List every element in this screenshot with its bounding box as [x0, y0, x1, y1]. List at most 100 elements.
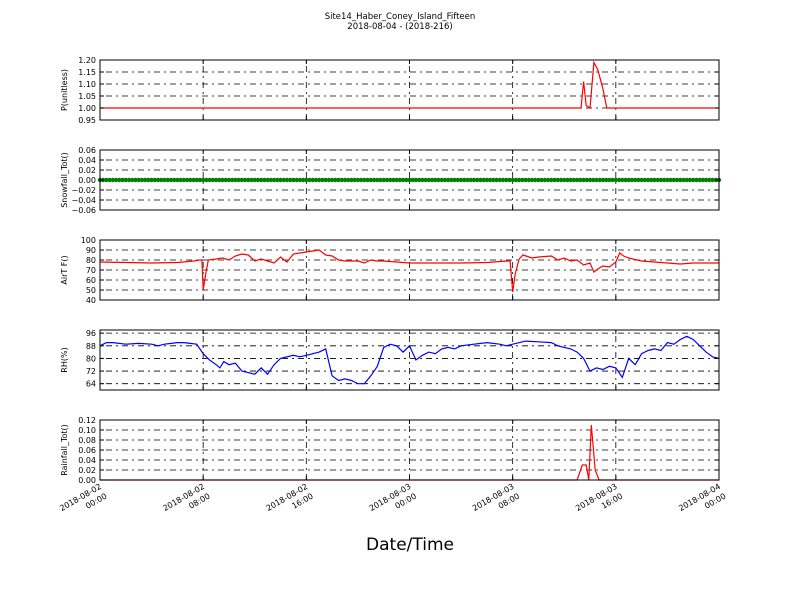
series-point	[645, 177, 651, 183]
series-point	[371, 177, 377, 183]
series-point	[697, 177, 702, 183]
series-point	[449, 177, 454, 183]
y-tick-label: 0.02	[78, 166, 96, 175]
y-tick-label: 96	[86, 329, 96, 338]
y-tick-label: 50	[86, 286, 96, 295]
series-point	[262, 177, 267, 183]
series-point	[326, 177, 332, 183]
series-point	[703, 177, 709, 183]
series-point	[113, 177, 119, 183]
series-point	[358, 177, 364, 183]
series-point	[710, 177, 715, 183]
series-point	[439, 177, 444, 183]
series-point	[423, 177, 428, 183]
series-point	[487, 177, 493, 183]
y-tick-label: 70	[86, 266, 96, 275]
series-point	[142, 177, 148, 183]
series-point	[233, 177, 238, 183]
series-point	[387, 177, 393, 183]
series-point	[226, 177, 232, 183]
series-point	[259, 177, 264, 183]
series-point	[458, 177, 464, 183]
series-point	[442, 177, 448, 183]
y-tick-label: 1.00	[78, 104, 96, 113]
series-point	[536, 177, 541, 183]
series-point	[239, 177, 245, 183]
series-point	[626, 177, 631, 183]
series-point	[349, 177, 354, 183]
y-axis-label: AirT F()	[60, 255, 69, 284]
series-point	[313, 177, 319, 183]
y-tick-label: −0.06	[71, 206, 96, 215]
series-point	[223, 177, 228, 183]
series-point	[584, 177, 590, 183]
series-point	[691, 177, 696, 183]
series-point	[549, 177, 554, 183]
series-point	[281, 177, 286, 183]
series-point	[416, 177, 422, 183]
panel-2: −0.06−0.04−0.020.000.020.040.06 Snowfall_…	[60, 146, 722, 215]
series-point	[184, 177, 190, 183]
series-point	[707, 177, 712, 183]
series-point	[497, 177, 502, 183]
series-point	[397, 177, 403, 183]
series-point	[275, 177, 280, 183]
series-point	[429, 177, 435, 183]
series-point	[155, 177, 161, 183]
series-point	[520, 177, 525, 183]
y-tick-label: 90	[86, 246, 96, 255]
series-point	[375, 177, 380, 183]
series-point	[562, 177, 567, 183]
series-point	[333, 177, 338, 183]
series-point	[658, 177, 664, 183]
series-point	[171, 177, 177, 183]
series-point	[500, 177, 506, 183]
panels-group: 0.95 1.00 1.05 1.10 1.15 1.20 P(unitless) −0.06…	[60, 56, 722, 485]
y-tick-label: 0.08	[78, 436, 96, 445]
series-point	[475, 177, 480, 183]
series-point	[678, 177, 683, 183]
series-point	[320, 177, 325, 183]
series-point	[552, 177, 557, 183]
series-point	[533, 177, 538, 183]
series-point	[481, 177, 486, 183]
series-point	[252, 177, 257, 183]
series-point	[478, 177, 483, 183]
series-point	[565, 177, 570, 183]
series-point	[465, 177, 470, 183]
series-point	[139, 177, 145, 183]
series-point	[236, 177, 241, 183]
series-point	[494, 177, 499, 183]
series-point	[629, 177, 635, 183]
series-point	[694, 177, 699, 183]
series-point	[652, 177, 657, 183]
series-point	[188, 177, 193, 183]
series-point	[368, 177, 374, 183]
series-point	[381, 177, 386, 183]
series-point	[591, 177, 596, 183]
series-point	[271, 177, 277, 183]
series-point	[355, 177, 361, 183]
y-tick-label: 0.02	[78, 466, 96, 475]
series-point	[207, 177, 212, 183]
series-point	[471, 177, 477, 183]
figure-subtitle: 2018-08-04 - (2018-216)	[347, 22, 452, 32]
series-point	[297, 177, 303, 183]
series-point	[404, 177, 409, 183]
series-point	[649, 177, 654, 183]
y-tick-label: 1.10	[78, 80, 96, 89]
series-point	[317, 177, 322, 183]
y-tick-label: 88	[86, 342, 96, 351]
series-point	[136, 177, 141, 183]
series-point	[336, 177, 341, 183]
series-point	[400, 177, 406, 183]
series-point	[468, 177, 473, 183]
series-point	[107, 177, 112, 183]
series-point	[674, 177, 680, 183]
series-point	[684, 177, 689, 183]
y-tick-label: 60	[86, 276, 96, 285]
y-axis-label: RH(%)	[60, 347, 69, 372]
series-point	[568, 177, 573, 183]
series-point	[407, 177, 412, 183]
series-point	[600, 177, 606, 183]
